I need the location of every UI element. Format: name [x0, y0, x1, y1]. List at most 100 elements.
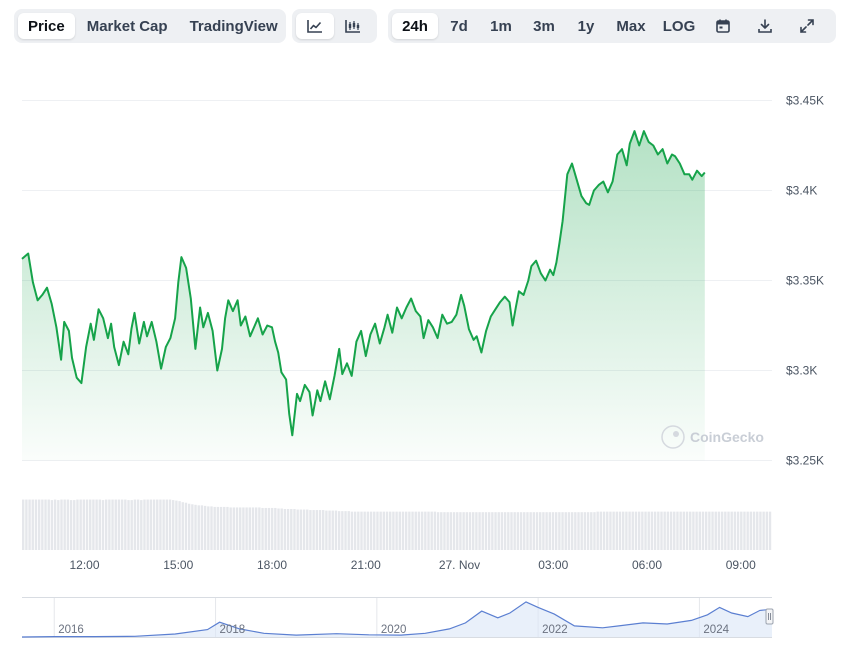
volume-bar: [350, 511, 354, 550]
volume-bar: [484, 512, 488, 550]
volume-bar: [398, 511, 401, 550]
volume-bar: [558, 512, 561, 550]
volume-bar: [133, 499, 137, 550]
volume-bar: [625, 511, 628, 550]
volume-bar: [264, 507, 267, 550]
volume-bar: [60, 499, 63, 550]
volume-bar: [542, 512, 545, 550]
navigator[interactable]: 2016 2018 2020 2022 2024: [21, 597, 774, 638]
range-7d[interactable]: 7d: [450, 17, 468, 35]
range-24h[interactable]: 24h: [392, 13, 438, 39]
volume-bar: [494, 512, 497, 550]
log-toggle[interactable]: LOG: [662, 17, 696, 35]
download-icon[interactable]: [744, 13, 786, 39]
volume-bar: [523, 512, 526, 550]
volume-bar: [465, 512, 469, 550]
volume-bar: [593, 512, 596, 550]
volume-bar: [436, 512, 440, 550]
y-axis: $3.25K $3.3K $3.35K $3.4K $3.45K: [786, 94, 824, 468]
tab-market-cap[interactable]: Market Cap: [86, 17, 168, 35]
volume-bar: [207, 506, 210, 550]
volume-bar: [261, 507, 264, 550]
y-tick-label: $3.3K: [786, 364, 817, 378]
y-tick-label: $3.25K: [786, 454, 824, 468]
navigator-handle[interactable]: [765, 608, 774, 625]
tab-price[interactable]: Price: [18, 13, 75, 39]
volume-bar: [334, 510, 338, 550]
volume-bar: [580, 512, 583, 550]
volume-bar: [500, 512, 504, 550]
volume-bar: [440, 512, 443, 550]
volume-bar: [159, 499, 162, 550]
volume-bar: [487, 512, 491, 550]
volume-bar: [318, 510, 322, 550]
tab-tradingview[interactable]: TradingView: [189, 17, 278, 35]
volume-bar: [254, 507, 258, 550]
volume-bar: [427, 511, 430, 550]
volume-bar: [41, 499, 44, 550]
volume-bar: [599, 511, 603, 550]
calendar-icon[interactable]: [702, 13, 744, 39]
volume-bar: [740, 511, 743, 550]
volume-bar: [478, 512, 481, 550]
volume-bar: [628, 511, 631, 550]
volume-bar: [682, 511, 686, 550]
volume-bar: [172, 500, 175, 550]
volume-bar: [89, 499, 92, 550]
volume-bar: [341, 511, 344, 550]
range-max[interactable]: Max: [616, 17, 646, 35]
volume-bar: [401, 511, 405, 550]
volume-bar: [248, 507, 251, 550]
coingecko-watermark: CoinGecko: [661, 425, 764, 449]
volume-bar: [650, 511, 654, 550]
volume-bar: [162, 499, 165, 550]
volume-bar: [57, 500, 60, 550]
volume-bar: [63, 499, 66, 550]
volume-bar: [101, 500, 105, 550]
volume-bar: [720, 511, 724, 550]
range-1y[interactable]: 1y: [577, 17, 595, 35]
volume-bar: [545, 512, 548, 550]
volume-bar: [146, 499, 149, 550]
volume-bar: [191, 504, 194, 550]
volume-bar: [270, 507, 274, 550]
volume-bar: [140, 500, 143, 550]
volume-bar: [746, 511, 749, 550]
volume-bar: [50, 500, 54, 550]
candlestick-chart-icon[interactable]: [334, 13, 372, 39]
expand-icon[interactable]: [786, 13, 828, 39]
volume-bar: [647, 511, 650, 550]
volume-bar: [539, 512, 542, 550]
volume-bar: [382, 511, 386, 550]
volume-bar: [743, 511, 746, 550]
volume-bar: [685, 511, 689, 550]
y-tick-label: $3.45K: [786, 94, 824, 108]
volume-bar: [481, 512, 484, 550]
volume-bar: [714, 511, 717, 550]
navigator-area: [22, 601, 772, 637]
volume-bar: [363, 511, 366, 550]
volume-bar: [66, 499, 70, 550]
volume-bar: [535, 512, 539, 550]
volume-bar: [424, 511, 427, 550]
volume-bar: [708, 511, 711, 550]
range-1m[interactable]: 1m: [490, 17, 512, 35]
volume-bar: [235, 507, 239, 550]
volume-bar: [293, 509, 296, 550]
range-3m[interactable]: 3m: [533, 17, 555, 35]
volume-bar: [226, 506, 229, 550]
volume-bar: [730, 511, 733, 550]
volume-bar: [459, 512, 462, 550]
volume-bar: [22, 499, 25, 550]
volume-bar: [274, 507, 277, 550]
volume-bar: [258, 507, 261, 550]
x-tick-label: 06:00: [632, 558, 662, 572]
volume-bar: [446, 512, 449, 550]
volume-bar: [507, 512, 510, 550]
volume-bar: [411, 511, 414, 550]
volume-bar: [344, 511, 347, 550]
gecko-logo-icon: [661, 425, 685, 449]
volume-bar: [95, 499, 98, 550]
line-chart-icon[interactable]: [296, 13, 334, 39]
